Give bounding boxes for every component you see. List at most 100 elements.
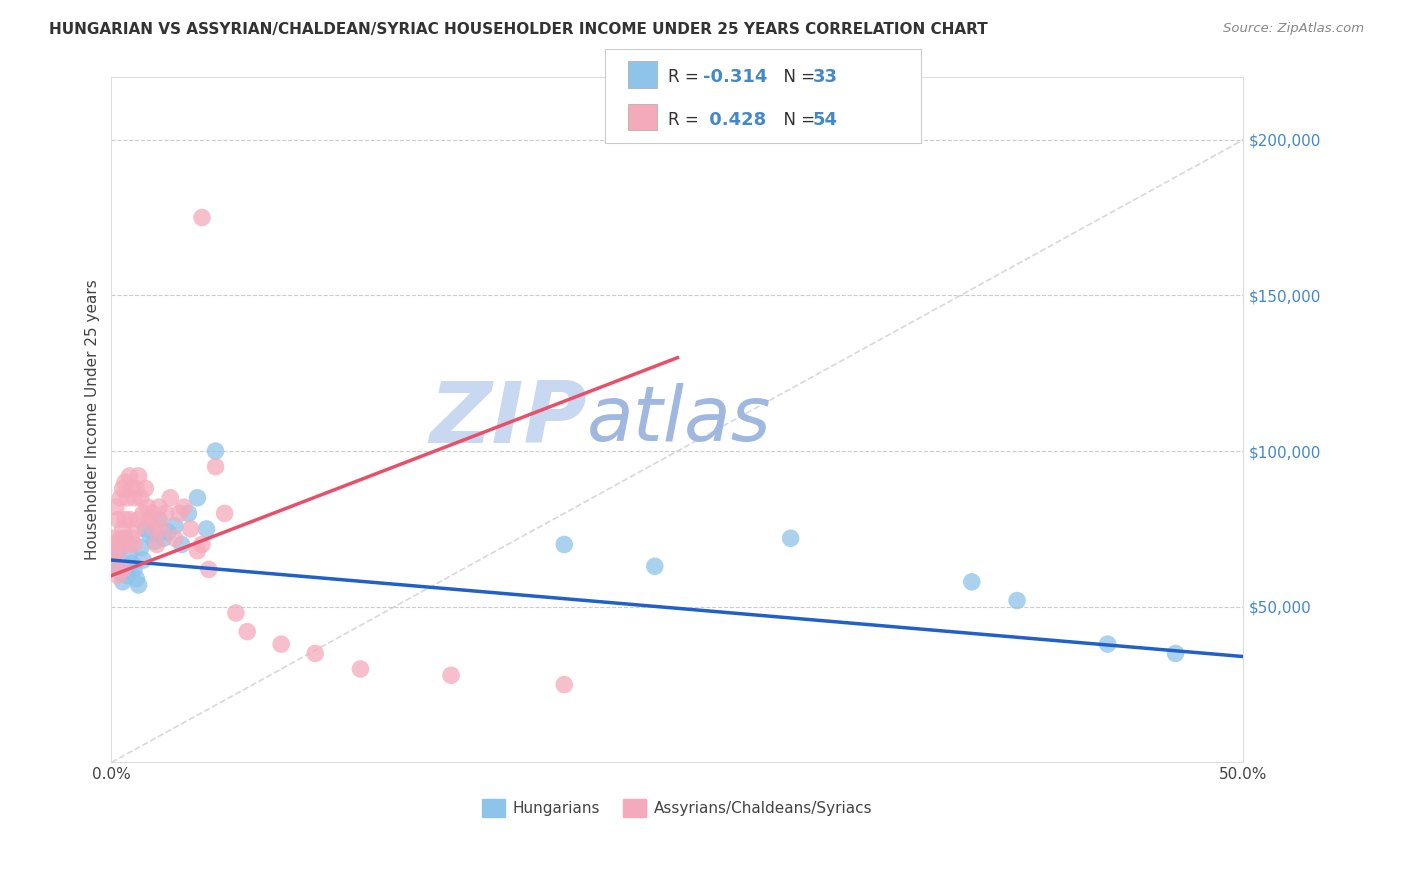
Point (104, 537, 127, 551)
Text: N =: N = (773, 69, 821, 87)
Point (111, 574, 134, 589)
Point (134, 522, 156, 536)
Legend: Hungarians, Assyrians/Chaldeans/Syriacs: Hungarians, Assyrians/Chaldeans/Syriacs (477, 792, 879, 823)
Point (163, 518, 186, 533)
Text: 33: 33 (813, 69, 838, 87)
Point (103, 553, 125, 567)
Point (349, 662, 371, 676)
Point (107, 512, 129, 526)
Point (114, 531, 136, 545)
Text: HUNGARIAN VS ASSYRIAN/CHALDEAN/SYRIAC HOUSEHOLDER INCOME UNDER 25 YEARS CORRELAT: HUNGARIAN VS ASSYRIAN/CHALDEAN/SYRIAC HO… (49, 22, 988, 37)
Text: 54: 54 (813, 111, 838, 128)
Point (104, 500, 127, 515)
Point (118, 469, 141, 483)
Point (114, 475, 136, 490)
Point (143, 534, 166, 549)
Text: R =: R = (668, 111, 704, 128)
Point (197, 562, 219, 576)
Point (121, 482, 143, 496)
Point (163, 531, 186, 545)
Point (204, 444, 226, 458)
Point (103, 531, 125, 545)
Point (139, 528, 162, 542)
Text: Source: ZipAtlas.com: Source: ZipAtlas.com (1223, 22, 1364, 36)
Point (173, 500, 195, 515)
Point (156, 524, 179, 539)
Point (148, 500, 170, 515)
Point (141, 506, 163, 520)
Point (553, 677, 575, 691)
Point (125, 572, 148, 586)
Point (214, 506, 236, 520)
Point (121, 531, 143, 545)
Point (145, 537, 167, 551)
Point (107, 543, 129, 558)
Point (118, 547, 141, 561)
Point (186, 491, 208, 505)
Point (117, 491, 139, 505)
Point (270, 637, 292, 651)
Point (180, 522, 202, 536)
Point (129, 491, 152, 505)
Point (148, 512, 170, 526)
Point (195, 522, 218, 536)
Point (111, 562, 134, 576)
Point (125, 482, 148, 496)
Point (236, 624, 259, 639)
Point (152, 531, 174, 545)
Point (118, 512, 141, 526)
Point (114, 512, 136, 526)
Point (150, 522, 173, 536)
Point (111, 482, 134, 496)
Point (110, 566, 132, 580)
Text: N =: N = (773, 111, 821, 128)
Point (121, 556, 143, 570)
Point (143, 522, 166, 536)
Text: -0.314: -0.314 (703, 69, 768, 87)
Point (139, 512, 162, 526)
Y-axis label: Householder Income Under 25 years: Householder Income Under 25 years (86, 279, 100, 560)
Text: 0.428: 0.428 (703, 111, 766, 128)
Point (117, 568, 139, 582)
Point (204, 459, 226, 474)
Point (155, 506, 177, 520)
Point (136, 500, 159, 515)
Point (122, 537, 145, 551)
Point (128, 469, 150, 483)
Point (644, 559, 666, 574)
Point (177, 506, 200, 520)
Point (186, 543, 208, 558)
Point (103, 553, 125, 567)
Point (122, 491, 145, 505)
Point (779, 531, 801, 545)
Point (111, 522, 134, 536)
Text: R =: R = (668, 69, 704, 87)
Point (191, 211, 214, 225)
Point (104, 559, 127, 574)
Point (128, 512, 150, 526)
Point (107, 568, 129, 582)
Point (1164, 647, 1187, 661)
Point (110, 531, 132, 545)
Point (1005, 593, 1028, 607)
Point (304, 647, 326, 661)
Point (134, 482, 156, 496)
Point (128, 578, 150, 592)
Text: atlas: atlas (586, 383, 772, 457)
Point (1097, 637, 1119, 651)
Point (122, 562, 145, 576)
Point (225, 606, 247, 620)
Point (125, 522, 148, 536)
Point (107, 543, 129, 558)
Point (553, 537, 575, 551)
Point (440, 668, 463, 682)
Point (960, 574, 983, 589)
Point (117, 537, 139, 551)
Point (110, 491, 132, 505)
Point (169, 506, 191, 520)
Point (159, 491, 181, 505)
Point (191, 537, 214, 551)
Point (170, 537, 193, 551)
Text: ZIP: ZIP (429, 378, 586, 461)
Point (129, 541, 152, 555)
